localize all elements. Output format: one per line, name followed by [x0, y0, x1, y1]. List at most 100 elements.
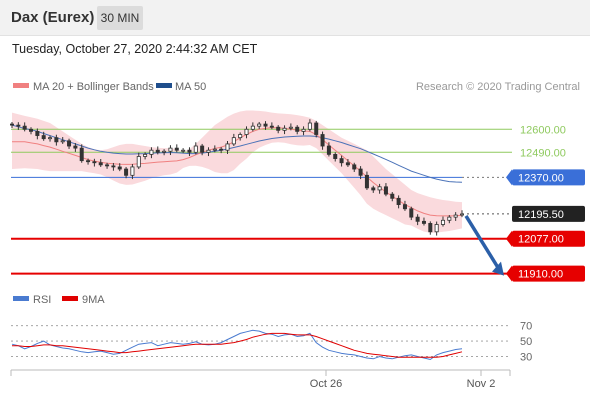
candle-body — [440, 219, 445, 225]
candle-body — [364, 174, 369, 189]
candle-body — [124, 168, 129, 176]
candle-body — [136, 156, 141, 168]
rsi-9ma-line — [12, 332, 463, 358]
chart-header: Dax (Eurex) 30 MIN — [0, 0, 590, 36]
candle-body — [453, 214, 458, 218]
candle-body — [352, 164, 357, 170]
candle-body — [428, 223, 433, 233]
candle-body — [130, 166, 135, 176]
candle-body — [377, 186, 382, 191]
candle-body — [288, 126, 293, 129]
candle-body — [16, 124, 21, 127]
candle-body — [168, 147, 173, 152]
level-labels: 12600.00 12490.00 12370.00 12195.50 12077.00… — [506, 124, 585, 282]
rsi-legend-label: RSI — [33, 294, 51, 306]
candle-body — [35, 130, 40, 136]
candle-body — [447, 216, 452, 221]
candle-body — [212, 148, 217, 151]
candle-body — [257, 123, 262, 127]
forecast-arrow — [464, 214, 504, 276]
level-label-box — [512, 265, 585, 282]
candle-body — [149, 149, 154, 155]
level-label-box — [512, 169, 585, 186]
candle-body — [339, 158, 344, 164]
rsi-tick-30: 30 — [520, 351, 532, 363]
forecast-arrow-head — [492, 261, 504, 276]
candle-body — [333, 153, 338, 159]
candle-body — [117, 166, 122, 170]
ma20-legend-swatch — [13, 83, 29, 88]
candle-body — [29, 128, 34, 132]
candle-body — [345, 162, 350, 166]
candle-body — [421, 220, 426, 224]
candle-body — [98, 162, 103, 166]
candle-body — [250, 125, 255, 130]
ma50-legend-label: MA 50 — [175, 81, 206, 93]
candle-body — [86, 160, 91, 163]
level-label-box — [512, 230, 585, 247]
level-label: 12077.00 — [518, 234, 564, 246]
instrument-title: Dax (Eurex) — [11, 9, 95, 26]
level-label-box — [512, 205, 585, 222]
candle-body — [225, 143, 230, 151]
rsi-tick-50: 50 — [520, 336, 532, 348]
candle-body — [92, 161, 97, 164]
candle-body — [269, 125, 274, 128]
candle-body — [155, 149, 160, 153]
candle-body — [307, 122, 312, 130]
candle-body — [200, 145, 205, 153]
candle-body — [181, 149, 186, 152]
level-label: 12370.00 — [518, 172, 564, 184]
rsi-tick-70: 70 — [520, 321, 532, 333]
candle-body — [231, 137, 236, 145]
research-credit: Research © 2020 Trading Central — [416, 81, 580, 93]
candle-body — [143, 153, 148, 157]
candle-body — [54, 137, 59, 143]
candle-body — [187, 149, 192, 153]
candle-body — [238, 134, 243, 139]
candle-body — [314, 122, 319, 135]
ma20-legend-label: MA 20 + Bollinger Bands — [33, 81, 154, 93]
candle-body — [390, 193, 395, 199]
timeframe-button[interactable]: 30 MIN — [97, 6, 143, 30]
rsi-panel: 70 50 30 — [11, 321, 532, 363]
candle-body — [79, 147, 84, 162]
candle-body — [282, 127, 287, 131]
candle-body — [193, 145, 198, 153]
candle-body — [60, 140, 65, 143]
candle-body — [244, 128, 249, 135]
candle-body — [22, 125, 27, 130]
rsi-legend-swatch — [13, 296, 29, 301]
rsi-line — [11, 329, 463, 361]
candle-body — [174, 147, 179, 151]
candle-body — [396, 197, 401, 205]
candle-body — [434, 224, 439, 233]
candle-body — [295, 126, 300, 132]
candle-body — [67, 140, 72, 147]
candle-body — [105, 164, 110, 167]
forecast-arrow-shaft — [464, 214, 500, 269]
candle-body — [41, 135, 46, 140]
x-tick-label: Nov 2 — [467, 378, 496, 390]
level-label: 12600.00 — [520, 124, 566, 136]
level-label-pointer — [506, 169, 512, 186]
ma50-line — [11, 124, 463, 183]
candle-body — [326, 145, 331, 155]
level-label: 12490.00 — [520, 147, 566, 159]
candle-body — [409, 208, 414, 218]
candle-body — [263, 123, 268, 127]
candle-body — [320, 134, 325, 147]
level-label: 11910.00 — [518, 269, 563, 281]
candle-body — [371, 187, 376, 191]
candle-body — [219, 148, 224, 151]
timestamp: Tuesday, October 27, 2020 2:44:32 AM CET — [12, 42, 258, 56]
candle-body — [162, 150, 167, 153]
level-label: 12195.50 — [518, 209, 564, 221]
ma50-legend-swatch — [156, 83, 172, 88]
candle-body — [111, 165, 116, 168]
level-label-pointer — [506, 230, 512, 247]
candle-body — [301, 128, 306, 132]
level-label-pointer — [506, 265, 512, 282]
candle-body — [415, 216, 420, 222]
